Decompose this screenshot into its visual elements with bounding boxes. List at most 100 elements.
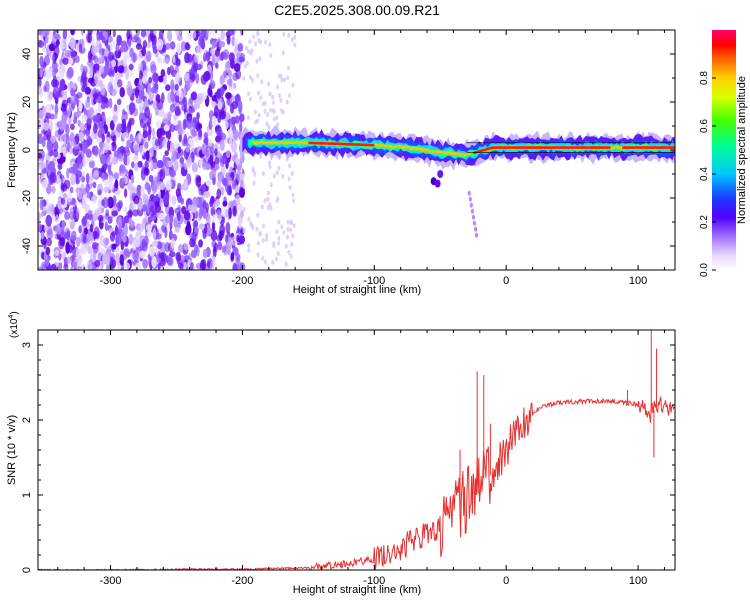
noise-cell [63, 263, 69, 270]
noise-cell [97, 96, 102, 103]
sparse-noise-cell [257, 38, 261, 43]
noise-cell [93, 55, 99, 64]
noise-cell [53, 67, 59, 74]
noise-cell [38, 152, 42, 159]
noise-cell [99, 51, 103, 62]
snr-xlabel: Height of straight line (km) [293, 584, 421, 596]
noise-cell [45, 258, 50, 267]
noise-cell [177, 146, 182, 154]
noise-cell [198, 127, 202, 138]
noise-cell [145, 30, 149, 38]
sparse-noise-cell [250, 48, 254, 54]
noise-cell [191, 128, 196, 138]
sparse-noise-cell [286, 75, 290, 81]
noise-cell [80, 183, 85, 191]
noise-cell [87, 209, 93, 219]
noise-cell [163, 124, 170, 132]
noise-cell [70, 30, 75, 36]
noise-cell [98, 102, 102, 113]
noise-cell [175, 58, 181, 67]
noise-cell [148, 174, 154, 183]
sparse-noise-cell [288, 93, 291, 99]
sparse-noise-cell [258, 56, 262, 62]
noise-cell [138, 131, 142, 142]
noise-cell [62, 57, 69, 65]
noise-cell [213, 201, 218, 208]
noise-cell [41, 137, 46, 148]
sparse-noise-cell [287, 32, 291, 38]
noise-cell [117, 79, 123, 88]
noise-cell [169, 251, 176, 258]
noise-cell [235, 254, 241, 265]
noise-cell [132, 250, 139, 261]
sparse-noise-cell [256, 30, 260, 36]
colorbar-tick-label: 0.8 [699, 71, 710, 85]
noise-cell [163, 193, 169, 206]
noise-cell [169, 65, 174, 74]
noise-cell [65, 241, 70, 254]
noise-cell [209, 154, 214, 166]
noise-cell [84, 227, 88, 235]
noise-cell [170, 79, 175, 91]
noise-cell [177, 244, 184, 253]
noise-cell [144, 216, 149, 227]
noise-cell [46, 140, 53, 152]
noise-cell [119, 164, 126, 174]
carrier-core [308, 141, 375, 147]
noise-cell [40, 211, 45, 218]
spectrogram-xtick-label: 100 [629, 275, 647, 287]
noise-cell [156, 171, 161, 184]
noise-cell [225, 61, 230, 74]
noise-cell [134, 162, 139, 172]
noise-cell [66, 70, 73, 80]
noise-cell [45, 246, 51, 256]
noise-cell [141, 46, 147, 57]
noise-cell [59, 119, 66, 131]
sparse-noise-cell [277, 219, 281, 225]
sparse-noise-cell [290, 171, 294, 176]
sparse-noise-cell [291, 233, 295, 239]
sparse-noise-cell [275, 170, 279, 176]
noise-cell [100, 84, 106, 96]
sparse-noise-cell [265, 236, 269, 242]
sparse-noise-cell [269, 182, 273, 188]
noise-cell [228, 207, 232, 220]
sparse-noise-cell [261, 238, 265, 244]
noise-cell [53, 44, 60, 57]
noise-cell [201, 143, 207, 155]
noise-cell [59, 133, 67, 146]
noise-cell [192, 116, 200, 124]
noise-cell [227, 249, 231, 256]
noise-cell [45, 159, 49, 170]
colorbar-tick-label: 0.6 [699, 119, 710, 133]
sparse-noise-cell [276, 196, 280, 201]
noise-cell [130, 175, 135, 184]
noise-cell [221, 206, 227, 217]
noise-cell [39, 55, 44, 68]
noise-cell [220, 30, 225, 41]
streak-cell [467, 190, 471, 196]
noise-cell [123, 215, 130, 224]
noise-cell [135, 97, 142, 104]
noise-cell [72, 81, 77, 90]
sparse-noise-cell [261, 171, 265, 177]
noise-cell [61, 183, 68, 192]
noise-cell [106, 136, 111, 145]
noise-cell [70, 123, 75, 131]
noise-cell [52, 62, 59, 69]
noise-cell [177, 262, 184, 269]
noise-cell [211, 95, 218, 102]
noise-cell [131, 161, 135, 169]
sparse-noise-cell [261, 255, 265, 261]
noise-cell [219, 223, 226, 236]
sparse-noise-cell [247, 216, 251, 222]
noise-cell [47, 90, 53, 102]
noise-cell [76, 155, 82, 166]
sparse-noise-cell [248, 39, 252, 45]
noise-cell [58, 178, 62, 185]
noise-cell [43, 55, 50, 66]
noise-cell [69, 132, 75, 142]
noise-cell [116, 34, 122, 46]
noise-cell [69, 186, 74, 194]
sparse-noise-cell [277, 240, 280, 246]
